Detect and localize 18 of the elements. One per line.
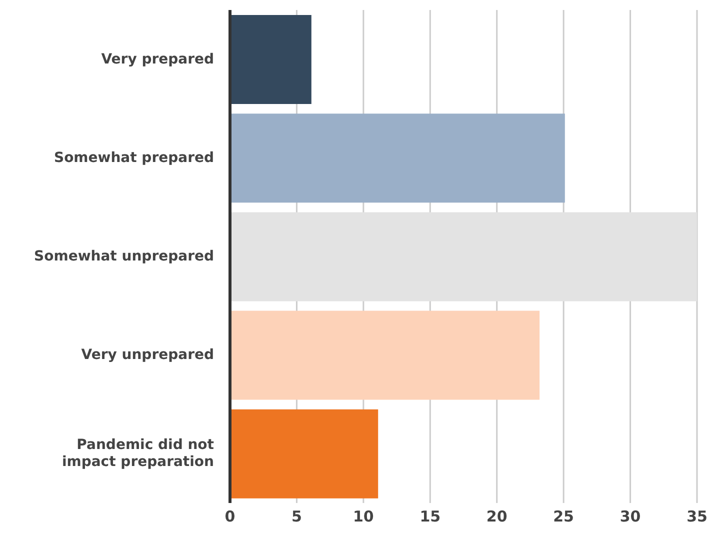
x-tick-label: 30	[620, 508, 641, 526]
x-tick-label: 0	[224, 508, 236, 526]
x-tick-label: 15	[420, 508, 441, 526]
x-tick-label: 10	[352, 508, 374, 526]
x-tick-label: 5	[291, 508, 302, 526]
x-tick-label: 25	[553, 508, 574, 526]
y-tick-label: Somewhat prepared	[54, 150, 214, 166]
y-tick-label: Somewhat unprepared	[34, 248, 214, 264]
bar	[230, 15, 312, 104]
bar	[230, 212, 697, 302]
bar	[230, 114, 565, 203]
x-tick-label: 35	[686, 508, 708, 526]
y-tick-label: Very unprepared	[81, 347, 214, 364]
bar	[230, 409, 378, 498]
y-tick-label: Pandemic did not impact preparation	[62, 437, 214, 470]
x-tick-label: 20	[486, 508, 508, 526]
bar	[230, 310, 540, 400]
y-tick-label: Very prepared	[101, 51, 214, 68]
